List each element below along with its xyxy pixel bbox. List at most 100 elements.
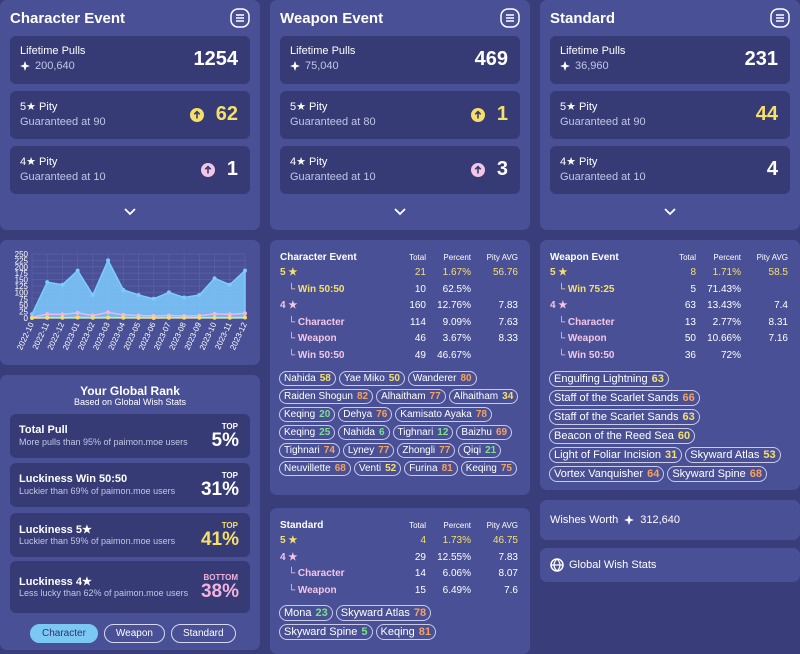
rank-percent: 5% bbox=[211, 430, 239, 451]
stat-box: Lifetime Pulls 200,640 1254 bbox=[10, 36, 250, 84]
row-cell: 8 bbox=[690, 267, 696, 278]
point bbox=[182, 295, 187, 300]
stat-value: 4 bbox=[766, 158, 778, 180]
menu-icon[interactable] bbox=[770, 8, 790, 28]
point bbox=[212, 315, 217, 320]
stat-sub: Guaranteed at 10 bbox=[290, 171, 376, 183]
row-label: └ Win 50:50 bbox=[288, 283, 345, 295]
stat-sub: Guaranteed at 10 bbox=[560, 171, 646, 183]
table-card: Weapon Event Total Percent Pity AVG 5 ★ 8 1.71… bbox=[540, 240, 800, 490]
table-header: Standard bbox=[280, 520, 324, 531]
global-stats-card[interactable]: Global Wish Stats bbox=[540, 548, 800, 582]
wishes-worth-card: Wishes Worth 312,640 bbox=[540, 500, 800, 540]
chip: Mona 23 bbox=[279, 605, 333, 621]
row-cell: 63 bbox=[684, 300, 696, 312]
chip: Keqing 25 bbox=[279, 425, 336, 440]
chip-name: Vortex Vanquisher bbox=[554, 468, 644, 480]
row-cell: 46 bbox=[414, 333, 426, 345]
chip-pity: 52 bbox=[385, 463, 397, 474]
column-header: Percent bbox=[443, 521, 471, 530]
stat-box: 4★ Pity Guaranteed at 10 1 bbox=[10, 146, 250, 194]
chip-pity: 5 bbox=[361, 626, 368, 638]
stat-sub: Guaranteed at 80 bbox=[290, 116, 376, 128]
chip-name: Mona bbox=[284, 607, 312, 619]
y-tick-label: 150 bbox=[15, 276, 29, 285]
chip: Nahida 58 bbox=[279, 371, 336, 386]
row-cell: 14 bbox=[414, 568, 426, 580]
rank-title: Your Global Rank bbox=[80, 384, 180, 398]
chip: Alhaitham 77 bbox=[376, 389, 446, 404]
row-cell: 7.83 bbox=[498, 300, 518, 312]
stat-label: 5★ Pity bbox=[560, 101, 598, 113]
chip-name: Kamisato Ayaka bbox=[400, 409, 472, 420]
rank-label: BOTTOM bbox=[203, 573, 238, 582]
expand-chevron-part bbox=[394, 208, 406, 216]
row-cell: 8.31 bbox=[768, 316, 788, 328]
menu-icon[interactable] bbox=[230, 8, 250, 28]
row-cell: 7.63 bbox=[498, 316, 518, 328]
rank-item: Luckiness 4★ Less lucky than 62% of paimo… bbox=[10, 561, 250, 613]
row-cell: 58.5 bbox=[768, 267, 788, 278]
chip-name: Qiqi bbox=[463, 445, 482, 456]
chip-name: Keqing bbox=[284, 409, 316, 420]
chip: Vortex Vanquisher 64 bbox=[549, 466, 665, 482]
rank-subtitle: Based on Global Wish Stats bbox=[73, 397, 187, 407]
stat-label: Lifetime Pulls bbox=[290, 45, 356, 57]
chip-pity: 25 bbox=[319, 427, 331, 438]
chip-name: Lyney bbox=[347, 445, 375, 456]
point bbox=[243, 268, 247, 273]
chip-pity: 60 bbox=[677, 430, 691, 442]
chip-pity: 50 bbox=[388, 373, 400, 384]
point bbox=[121, 287, 126, 292]
guarantee-icon-svg bbox=[470, 162, 485, 177]
pull-chart: 02550751001251501752002252502022-102022-… bbox=[15, 250, 249, 351]
row-cell: 56.76 bbox=[492, 267, 518, 278]
point bbox=[60, 282, 65, 287]
card-title: Weapon Event bbox=[280, 10, 384, 27]
stat-value: 62 bbox=[215, 103, 238, 125]
chip-pity: 78 bbox=[475, 409, 487, 420]
chip-name: Light of Foliar Incision bbox=[554, 449, 661, 461]
primogem-icon-part bbox=[20, 61, 30, 71]
chip-pity: 64 bbox=[647, 468, 660, 480]
row-label: └ Win 50:50 bbox=[558, 350, 615, 361]
chip-pity: 23 bbox=[315, 607, 328, 619]
row-cell: 10 bbox=[414, 283, 426, 295]
chip-list: Engulfing Lightning 63 Staff of the Scarle… bbox=[549, 371, 793, 482]
guarantee-icon-svg bbox=[189, 107, 204, 122]
row-label: └ Win 75:25 bbox=[558, 283, 615, 295]
chip: Raiden Shogun 82 bbox=[279, 389, 374, 404]
rank-item-title: Luckiness Win 50:50 bbox=[19, 473, 128, 485]
tab-button[interactable]: Character bbox=[30, 624, 98, 643]
chip: Venti 52 bbox=[353, 461, 402, 476]
row-cell: 9.09% bbox=[442, 316, 471, 328]
stat-value-wrap: 62 bbox=[189, 103, 238, 126]
chip: Alhaitham 34 bbox=[448, 389, 519, 404]
chip: Dehya 76 bbox=[338, 407, 393, 422]
chip: Skyward Spine 5 bbox=[279, 624, 373, 640]
point bbox=[243, 311, 247, 316]
point bbox=[60, 315, 65, 320]
stat-value-wrap: 231 bbox=[745, 48, 778, 71]
stat-value-wrap: 3 bbox=[470, 158, 508, 181]
row-cell: 12.55% bbox=[437, 551, 471, 563]
chip-name: Tighnari bbox=[397, 427, 434, 438]
primogem-icon bbox=[20, 61, 30, 71]
row-cell: 160 bbox=[409, 300, 426, 312]
point bbox=[151, 316, 156, 320]
primogem-icon-svg bbox=[624, 515, 635, 525]
menu-icon[interactable] bbox=[500, 8, 520, 28]
tab-button[interactable]: Weapon bbox=[103, 624, 165, 643]
card-title: Character Event bbox=[10, 10, 126, 27]
expand-chevron-svg bbox=[124, 208, 136, 216]
point bbox=[227, 312, 232, 317]
y-tick-label: 175 bbox=[15, 269, 29, 278]
chip-name: Engulfing Lightning bbox=[554, 373, 648, 385]
summary-card: Character Event Lifetime Pulls 200,640 1254… bbox=[0, 0, 260, 230]
guarantee-icon-svg bbox=[200, 162, 215, 177]
chip-name: Staff of the Scarlet Sands bbox=[554, 392, 679, 404]
row-cell: 7.4 bbox=[774, 300, 788, 312]
tab-button[interactable]: Standard bbox=[170, 624, 236, 643]
chart-card: 0 25 50 75 100 125 150 175 200 225 250 2022-10 2022-… bbox=[0, 240, 260, 365]
globe-icon-part bbox=[551, 558, 563, 572]
